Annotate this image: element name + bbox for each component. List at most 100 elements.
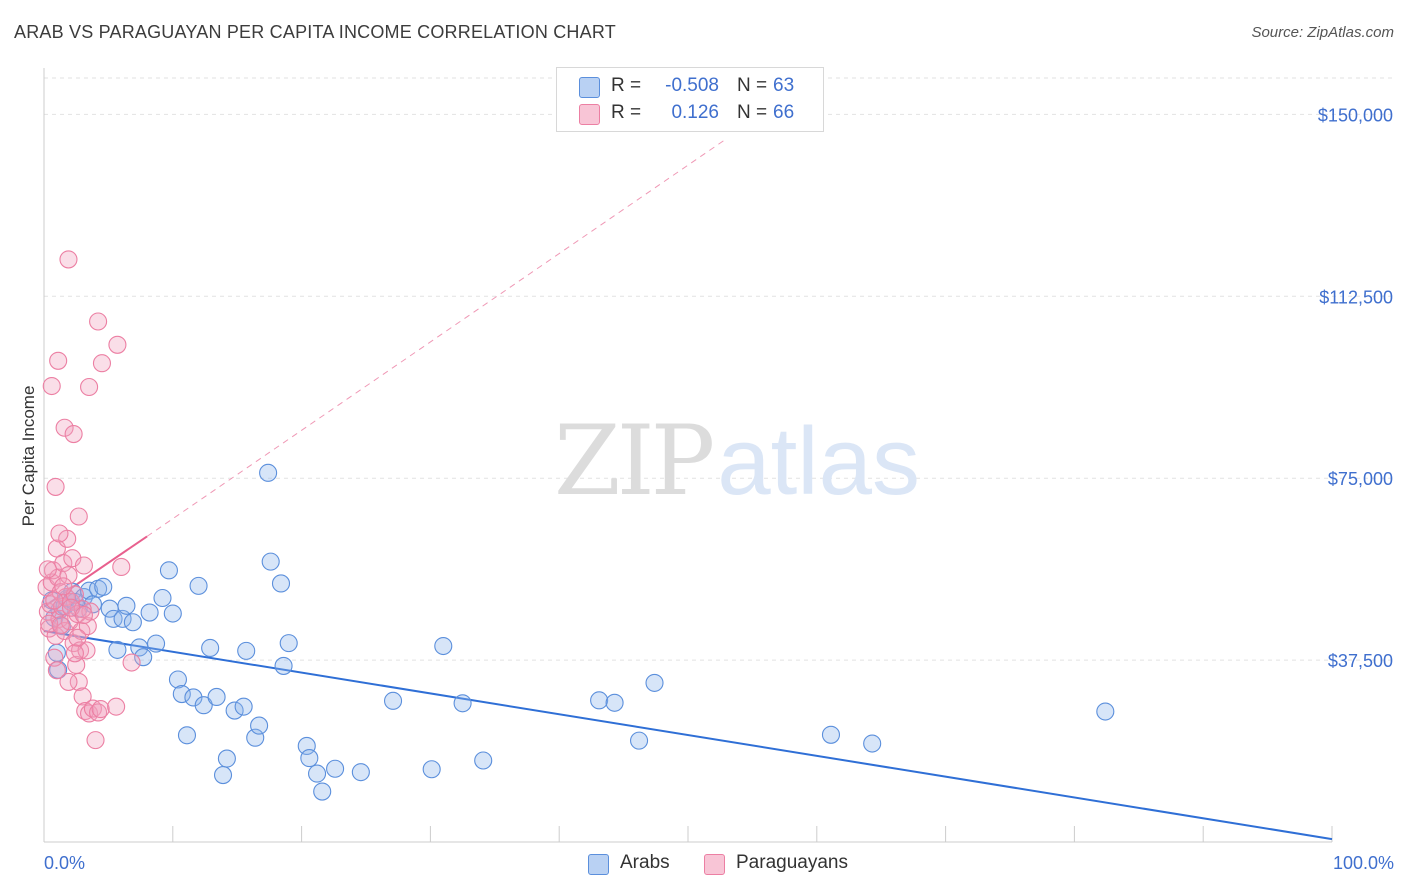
paraguayans-point (59, 672, 78, 691)
arabs-point (821, 725, 841, 744)
y-tick-labels: $37,500 $75,000 $112,500 $150,000 (1318, 105, 1393, 671)
paraguayans-point (77, 641, 96, 660)
r-label: R = (611, 102, 642, 123)
y-tick-label: $37,500 (1328, 651, 1393, 671)
paraguayans-point (73, 600, 92, 619)
paraguayans-point (112, 557, 131, 577)
paraguayans-point (69, 672, 88, 691)
n-label: N = (737, 102, 768, 123)
paraguayans-point (74, 556, 93, 575)
paraguayans-point (86, 731, 105, 750)
paraguayans-point (64, 424, 83, 444)
paraguayans-point (54, 577, 73, 596)
paraguayans-point (54, 554, 73, 573)
paraguayans-point (68, 628, 87, 647)
arabs-point (434, 636, 453, 656)
arabs-legend-swatch (588, 854, 609, 875)
paraguayans-point (65, 644, 84, 663)
paraguayans-legend-swatch (704, 854, 725, 875)
paraguayans-point (122, 653, 141, 672)
y-tick-label: $150,000 (1318, 105, 1393, 125)
paraguayans-point (80, 377, 99, 397)
arabs-point (140, 603, 159, 622)
arabs-point (94, 577, 113, 596)
arabs-point (590, 691, 609, 710)
arabs-legend-label: Arabs (620, 852, 670, 873)
arabs-point (225, 701, 244, 720)
arabs-point (217, 749, 236, 768)
n-value: 63 (773, 75, 795, 96)
arabs-point (300, 749, 319, 768)
gridlines (44, 77, 1394, 661)
paraguayans-point (89, 703, 108, 722)
paraguayans-point (63, 549, 82, 568)
arabs-point (201, 638, 220, 658)
paraguayans-point (59, 566, 78, 585)
paraguayans-swatch (579, 104, 600, 125)
n-value: 66 (773, 102, 795, 123)
arabs-point (159, 561, 178, 580)
arabs-swatch (579, 77, 600, 98)
paraguayans-point (42, 376, 61, 396)
arabs-point (194, 696, 213, 715)
r-label: R = (611, 75, 642, 96)
arabs-point (313, 782, 332, 801)
arabs-point (213, 766, 233, 785)
arabs-point (453, 694, 472, 713)
paraguayans-point (108, 335, 127, 354)
arabs-point (80, 581, 99, 600)
r-value: -0.508 (665, 75, 719, 96)
arabs-point (207, 687, 226, 707)
arabs-points (42, 463, 1115, 801)
arabs-point (123, 613, 142, 632)
watermark: ZIPatlas (554, 405, 920, 517)
arabs-point (246, 728, 265, 747)
arabs-point (234, 697, 253, 716)
paraguayans-point (91, 700, 110, 719)
arabs-point (351, 763, 370, 782)
paraguayans-point (59, 250, 78, 269)
paraguayans-point (107, 697, 126, 716)
paraguayans-point (89, 312, 108, 331)
arabs-point (117, 596, 136, 615)
arabs-point (474, 751, 493, 770)
paraguayans-point (46, 477, 65, 496)
arabs-point (271, 574, 291, 593)
x-tick-label-min: 0.0% (44, 853, 85, 873)
chart-title: ARAB VS PARAGUAYAN PER CAPITA INCOME COR… (14, 22, 616, 42)
arabs-point (163, 604, 182, 623)
paraguayans-point (45, 591, 64, 610)
arabs-point (863, 734, 882, 753)
arabs-point (645, 673, 664, 692)
arabs-point (326, 759, 345, 778)
arabs-point (153, 588, 172, 608)
arabs-point (237, 641, 256, 660)
arabs-point (177, 726, 197, 745)
arabs-point (279, 634, 298, 653)
paraguayans-point (92, 354, 112, 373)
paraguayans-point (55, 418, 74, 437)
arabs-point (383, 691, 403, 710)
source-credit: Source: ZipAtlas.com (1251, 24, 1394, 41)
arabs-point (250, 716, 269, 735)
paraguayans-point (47, 661, 66, 680)
paraguayans-point (78, 617, 97, 636)
arabs-point (422, 760, 441, 779)
n-label: N = (737, 75, 768, 96)
x-tick-label-max: 100.0% (1333, 853, 1394, 873)
y-tick-label: $112,500 (1319, 287, 1393, 307)
paraguayans-point (50, 524, 69, 543)
watermark-zip: ZIP (554, 405, 715, 517)
paraguayans-point (69, 507, 88, 526)
y-axis-label: Per Capita Income (19, 386, 38, 527)
arabs-point (605, 693, 624, 712)
arabs-point (168, 670, 188, 689)
arabs-point (172, 685, 191, 704)
arabs-point (630, 731, 649, 750)
paraguayans-point (51, 616, 70, 635)
arabs-point (130, 638, 149, 657)
y-tick-label: $75,000 (1328, 469, 1393, 489)
paraguayans-legend-label: Paraguayans (736, 852, 848, 873)
watermark-atlas: atlas (717, 408, 920, 515)
